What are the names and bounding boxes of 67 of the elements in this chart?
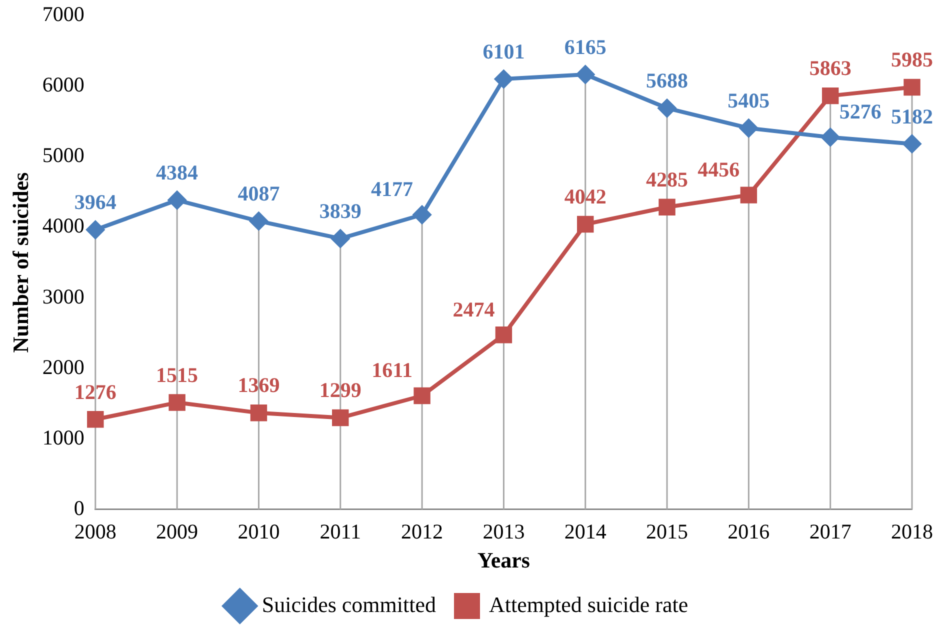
y-tick-label: 5000 [42, 143, 84, 168]
point [250, 404, 268, 422]
point [904, 78, 920, 96]
point [332, 409, 349, 426]
point [250, 212, 268, 230]
x-axis-title: Years [477, 547, 530, 572]
data-label: 5688 [646, 68, 688, 93]
data-label: 5276 [839, 100, 882, 124]
point [331, 230, 350, 248]
x-tick-label: 2018 [891, 520, 933, 544]
data-label: 1276 [74, 380, 116, 404]
x-tick-label: 2016 [728, 520, 770, 544]
data-label: 1299 [319, 378, 362, 402]
point [822, 87, 839, 104]
data-label: 1611 [372, 358, 412, 382]
point [495, 326, 512, 344]
point [740, 186, 758, 204]
point [903, 134, 921, 153]
point [168, 191, 186, 210]
legend-label: Suicides committed [262, 592, 436, 617]
data-label: 1515 [156, 362, 198, 387]
point [413, 206, 432, 224]
x-tick-label: 2011 [320, 520, 361, 544]
point [494, 70, 513, 88]
data-label: 2474 [452, 297, 496, 322]
y-tick-label: 1000 [42, 425, 84, 450]
point [576, 66, 594, 84]
point [414, 387, 430, 404]
y-tick-label: 4000 [42, 214, 84, 238]
y-tick-label: 3000 [42, 284, 84, 308]
y-tick-label: 7000 [42, 2, 84, 26]
point [658, 198, 676, 216]
point [87, 411, 104, 428]
legend-label: Attempted suicide rate [488, 592, 688, 617]
x-tick-label: 2012 [401, 520, 444, 544]
data-label: 6101 [482, 39, 525, 64]
data-label: 5863 [809, 56, 852, 80]
y-tick-label: 0 [74, 496, 84, 520]
x-tick-label: 2008 [74, 520, 116, 544]
x-tick-label: 2013 [482, 520, 525, 544]
point [576, 216, 594, 233]
x-tick-label: 2010 [238, 520, 280, 544]
x-tick-label: 2009 [156, 520, 198, 544]
point [658, 99, 676, 118]
data-label: 4456 [698, 157, 740, 182]
point [86, 220, 104, 239]
x-tick-label: 2017 [809, 520, 852, 544]
data-label: 3964 [74, 190, 117, 214]
data-label: 4384 [156, 160, 199, 185]
data-label: 5182 [891, 104, 933, 128]
y-tick-label: 6000 [42, 72, 84, 97]
point [740, 119, 758, 138]
point [821, 128, 840, 146]
point [168, 394, 186, 411]
data-label: 4042 [564, 184, 606, 209]
data-label: 6165 [564, 34, 606, 59]
y-axis-title: Number of suicides [8, 172, 33, 353]
data-label: 5985 [891, 48, 933, 72]
data-label: 4285 [646, 168, 688, 192]
x-tick-label: 2015 [646, 520, 688, 544]
data-label: 4087 [238, 182, 280, 206]
data-label: 4177 [371, 177, 414, 202]
x-tick-label: 2014 [564, 520, 607, 544]
data-label: 1369 [238, 373, 280, 398]
data-label: 3839 [319, 199, 362, 224]
data-label: 5405 [728, 88, 770, 113]
y-tick-label: 2000 [42, 354, 84, 379]
